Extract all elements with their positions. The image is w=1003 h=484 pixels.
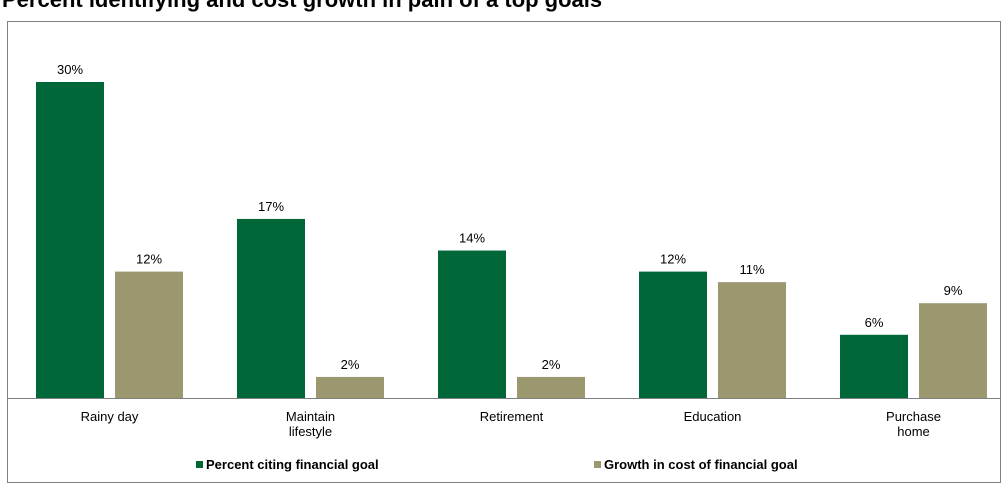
- bar-series1-3: [639, 271, 707, 398]
- chart-title: Percent identifying and cost growth in p…: [2, 0, 602, 13]
- bar-series2-3: [718, 282, 786, 398]
- x-tick-label-4: Purchase home: [886, 409, 941, 439]
- bar-series2-1: [316, 376, 384, 398]
- x-tick-label-2: Retirement: [480, 409, 544, 424]
- data-label-series2-3: 11%: [739, 262, 764, 277]
- bar-series2-0: [115, 271, 183, 398]
- data-label-series1-2: 14%: [459, 231, 485, 246]
- data-label-series2-0: 12%: [136, 252, 162, 267]
- bar-series2-2: [517, 376, 585, 398]
- legend-label-growth-cost: Growth in cost of financial goal: [604, 457, 798, 472]
- bar-series2-4: [919, 303, 987, 398]
- data-label-series2-2: 2%: [542, 357, 561, 372]
- legend: Percent citing financial goal Growth in …: [0, 457, 1003, 475]
- legend-label-percent-citing: Percent citing financial goal: [206, 457, 379, 472]
- bar-series1-1: [237, 218, 305, 398]
- data-label-series1-4: 6%: [865, 315, 884, 330]
- x-tick-label-1: Maintain lifestyle: [286, 409, 335, 439]
- data-label-series1-1: 17%: [258, 199, 284, 214]
- legend-swatch-percent-citing: [196, 461, 203, 468]
- data-label-series2-1: 2%: [341, 357, 360, 372]
- bar-series1-2: [438, 250, 506, 398]
- bar-series1-4: [840, 334, 908, 398]
- data-label-series1-0: 30%: [57, 62, 83, 77]
- x-tick-label-3: Education: [684, 409, 742, 424]
- bar-series1-0: [36, 82, 104, 398]
- x-tick-label-0: Rainy day: [81, 409, 139, 424]
- legend-item-percent-citing: Percent citing financial goal: [196, 457, 379, 472]
- legend-swatch-growth-cost: [594, 461, 601, 468]
- data-label-series1-3: 12%: [660, 252, 686, 267]
- legend-item-growth-cost: Growth in cost of financial goal: [594, 457, 798, 472]
- chart-frame: [7, 21, 1001, 483]
- data-label-series2-4: 9%: [944, 283, 963, 298]
